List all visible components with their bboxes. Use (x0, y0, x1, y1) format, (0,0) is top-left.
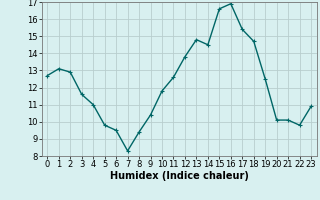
X-axis label: Humidex (Indice chaleur): Humidex (Indice chaleur) (110, 171, 249, 181)
